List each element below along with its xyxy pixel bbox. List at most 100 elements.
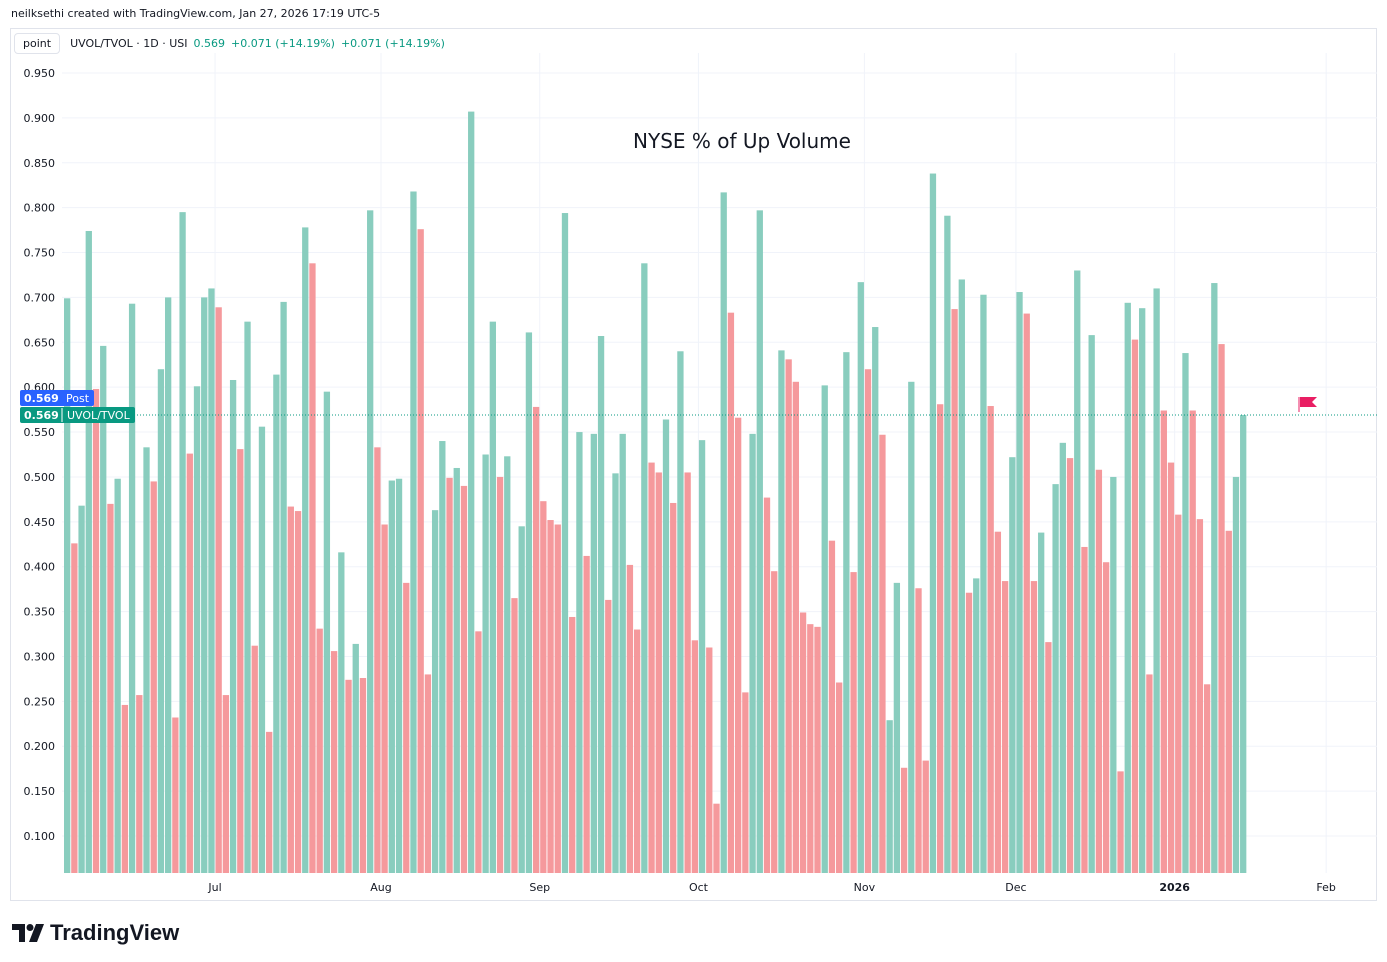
post-badge-value: 0.569: [24, 392, 59, 405]
bar: [446, 477, 453, 873]
bar: [684, 472, 691, 873]
bar: [424, 674, 432, 873]
bar: [561, 213, 569, 873]
bar: [345, 679, 352, 873]
y-axis: 0.9500.9000.8500.8000.7500.7000.6500.600…: [24, 67, 56, 843]
bar: [1066, 458, 1074, 873]
bar: [273, 374, 280, 873]
bar: [121, 704, 129, 873]
bar: [778, 350, 785, 874]
last-price-badge-value: 0.569: [24, 409, 59, 422]
bar: [713, 803, 720, 873]
flag-icon[interactable]: [1298, 397, 1317, 412]
bar: [980, 294, 987, 873]
bar: [309, 263, 316, 874]
bar: [698, 440, 706, 873]
bar: [648, 462, 655, 873]
bar: [208, 288, 215, 873]
bar: [828, 540, 836, 873]
bar: [85, 230, 92, 873]
tradingview-logo[interactable]: TradingView: [12, 920, 179, 946]
y-tick-label: 0.100: [24, 830, 56, 843]
bar: [468, 111, 475, 874]
y-tick-label: 0.850: [24, 157, 56, 170]
bar: [316, 628, 323, 873]
bar: [1211, 283, 1218, 873]
bar: [395, 478, 403, 873]
bar: [107, 503, 114, 873]
bar: [540, 501, 547, 873]
bar: [71, 543, 78, 873]
bar: [619, 433, 626, 873]
bar: [193, 386, 201, 873]
bar: [763, 497, 771, 873]
bar: [280, 301, 287, 873]
legend-symbol: UVOL/TVOL · 1D · USI: [70, 36, 188, 50]
bar: [734, 417, 742, 873]
chart-legend: point UVOL/TVOL · 1D · USI 0.569 +0.071 …: [14, 32, 451, 54]
bar: [475, 631, 482, 873]
bar: [1081, 546, 1088, 873]
bar: [1189, 410, 1196, 873]
bar: [662, 419, 670, 873]
bar: [893, 582, 901, 873]
bar: [136, 695, 143, 873]
y-tick-label: 0.350: [24, 606, 56, 619]
bar: [706, 647, 713, 873]
last-price-badge-label: UVOL/TVOL: [67, 409, 131, 422]
bar: [1045, 642, 1052, 873]
y-tick-label: 0.450: [24, 516, 56, 529]
y-tick-label: 0.500: [24, 471, 56, 484]
bar: [496, 476, 504, 873]
bar: [951, 309, 958, 873]
tradingview-logo-icon: [12, 924, 44, 942]
chart-bars: [64, 111, 1247, 874]
bar: [937, 404, 944, 873]
bar: [1001, 581, 1009, 873]
bar: [489, 321, 496, 874]
bar: [691, 640, 699, 873]
post-badge: 0.569 Post: [20, 390, 94, 406]
bar: [1030, 581, 1038, 873]
bar: [258, 426, 266, 873]
bar: [244, 321, 251, 874]
bar: [482, 454, 489, 873]
bar: [374, 447, 381, 873]
bar: [453, 467, 460, 873]
chart-frame: [10, 28, 1377, 901]
x-tick-label: Oct: [689, 881, 709, 894]
y-tick-label: 0.550: [24, 426, 56, 439]
bar: [973, 578, 980, 873]
bar: [843, 352, 850, 874]
x-tick-label: 2026: [1159, 881, 1190, 894]
bar: [922, 760, 929, 873]
bar: [987, 406, 994, 873]
bar: [655, 472, 662, 873]
bar: [287, 506, 294, 873]
bar: [359, 678, 367, 873]
bar: [605, 599, 612, 873]
x-tick-label: Nov: [854, 881, 876, 894]
bar: [1117, 771, 1124, 873]
bar: [1167, 462, 1175, 873]
bar: [1139, 308, 1146, 873]
bar: [1160, 410, 1167, 873]
y-tick-label: 0.950: [24, 67, 56, 80]
x-tick-label: Dec: [1005, 881, 1026, 894]
x-tick-label: Aug: [370, 881, 391, 894]
bar: [836, 682, 843, 873]
chart-attribution: neilksethi created with TradingView.com,…: [11, 7, 381, 20]
post-badge-label: Post: [66, 392, 90, 405]
bar: [460, 485, 468, 873]
y-tick-label: 0.750: [24, 247, 56, 260]
y-tick-label: 0.800: [24, 202, 56, 215]
bar: [251, 645, 258, 873]
scale-mode-button[interactable]: point: [14, 32, 61, 54]
bar: [222, 695, 230, 873]
bar: [302, 227, 309, 874]
y-tick-label: 0.200: [24, 740, 56, 753]
bar: [958, 279, 965, 873]
bar: [518, 526, 525, 873]
bar: [720, 192, 727, 873]
bar: [944, 215, 951, 873]
